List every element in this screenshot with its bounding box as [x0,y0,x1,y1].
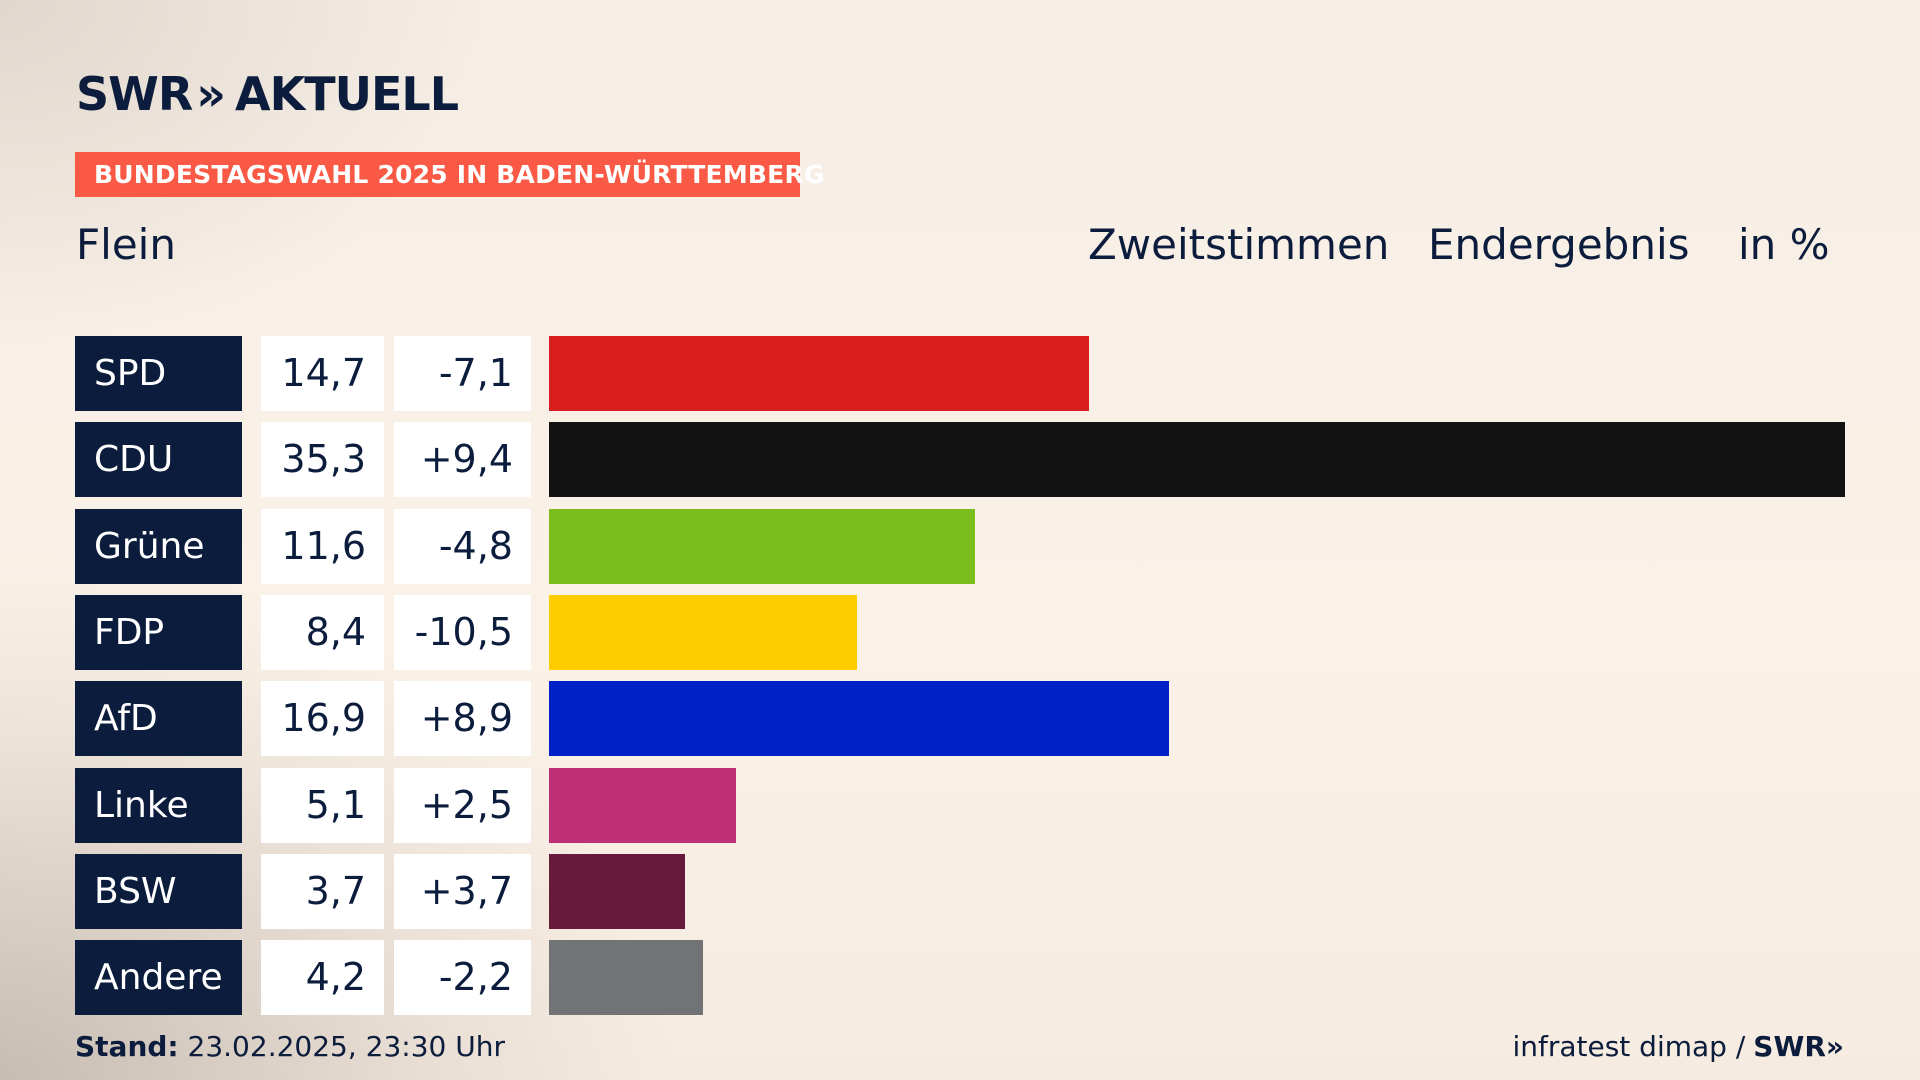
header-status: Endergebnis [1428,220,1690,269]
result-bar [549,336,1089,411]
change-label: +3,7 [394,854,531,929]
change-label: -2,2 [394,940,531,1015]
result-bar [549,681,1169,756]
vote-share-label: 3,7 [261,854,384,929]
change-label: -4,8 [394,509,531,584]
chevron-right-icon: » [1825,1030,1844,1063]
election-banner: BUNDESTAGSWAHL 2025 IN BADEN-WÜRTTEMBERG [75,152,824,197]
vote-share-label: 8,4 [261,595,384,670]
source-brand: SWR» [1753,1030,1844,1063]
result-bar [549,595,857,670]
logo-product: AKTUELL [235,67,459,121]
vote-share-label: 4,2 [261,940,384,1015]
source-text: infratest dimap / [1512,1030,1746,1063]
timestamp: Stand: 23.02.2025, 23:30 Uhr [75,1030,505,1063]
party-label: AfD [75,681,242,756]
swr-aktuell-logo: SWR » AKTUELL [76,67,459,121]
source-credit: infratest dimap / SWR» [1512,1030,1844,1063]
header-vote-type: Zweitstimmen [1088,220,1390,269]
vote-share-label: 14,7 [261,336,384,411]
chevron-right-icon: » [196,67,226,121]
result-bar [549,940,703,1015]
change-label: +2,5 [394,768,531,843]
logo-brand: SWR [76,67,193,121]
vote-share-label: 35,3 [261,422,384,497]
header-unit: in % [1738,220,1830,269]
vote-share-label: 11,6 [261,509,384,584]
vote-share-label: 5,1 [261,768,384,843]
party-label: Grüne [75,509,242,584]
stand-label: Stand: [75,1030,179,1063]
change-label: +9,4 [394,422,531,497]
party-label: Andere [75,940,242,1015]
result-bar [549,854,685,929]
result-bar [549,422,1845,497]
stand-value: 23.02.2025, 23:30 Uhr [187,1030,505,1063]
vote-share-label: 16,9 [261,681,384,756]
change-label: +8,9 [394,681,531,756]
result-bar [549,768,736,843]
party-label: SPD [75,336,242,411]
result-bar [549,509,975,584]
party-label: BSW [75,854,242,929]
region-title: Flein [76,220,176,269]
party-label: CDU [75,422,242,497]
party-label: FDP [75,595,242,670]
change-label: -7,1 [394,336,531,411]
change-label: -10,5 [394,595,531,670]
party-label: Linke [75,768,242,843]
